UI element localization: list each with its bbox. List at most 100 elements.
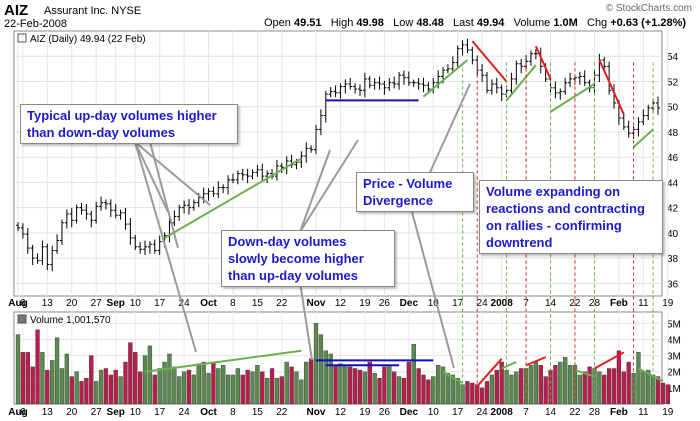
volume-bar bbox=[558, 361, 563, 405]
volume-x-label: 27 bbox=[91, 407, 103, 418]
price-bar bbox=[519, 59, 524, 74]
volume-bar bbox=[230, 374, 236, 405]
price-bar bbox=[533, 49, 538, 60]
volume-bar bbox=[40, 352, 45, 405]
price-x-label: 11 bbox=[638, 298, 649, 309]
price-bar bbox=[397, 72, 402, 90]
volume-bar bbox=[128, 342, 133, 405]
volume-x-label: 7 bbox=[523, 407, 529, 418]
price-bar bbox=[626, 120, 631, 138]
price-tick-label: 54 bbox=[667, 52, 679, 63]
volume-tick-label: 5M bbox=[667, 319, 681, 330]
volume-bar bbox=[587, 366, 592, 405]
price-bar bbox=[450, 56, 455, 74]
volume-bar bbox=[304, 361, 309, 405]
volume-bar bbox=[338, 363, 343, 405]
price-bar bbox=[245, 168, 250, 184]
volume-bar bbox=[50, 360, 55, 405]
price-bar bbox=[50, 245, 55, 272]
volume-bar bbox=[216, 368, 221, 405]
high-value: 49.98 bbox=[356, 17, 384, 29]
price-bar bbox=[108, 199, 113, 218]
volume-bar bbox=[597, 371, 602, 405]
volume-x-label: 17 bbox=[154, 407, 166, 418]
price-x-label: 10 bbox=[428, 298, 440, 309]
price-bar bbox=[103, 199, 108, 210]
volume-bar bbox=[186, 369, 192, 405]
price-bar bbox=[656, 96, 660, 115]
volume-bar bbox=[147, 345, 153, 405]
price-bar bbox=[421, 77, 426, 93]
price-bar bbox=[636, 117, 641, 137]
price-x-label: Oct bbox=[200, 298, 217, 309]
price-bar bbox=[563, 78, 568, 95]
price-tick-label: 36 bbox=[667, 279, 679, 290]
price-x-label: 26 bbox=[379, 298, 391, 309]
price-tick-label: 52 bbox=[667, 77, 679, 88]
volume-bar bbox=[142, 355, 148, 405]
volume-bar bbox=[157, 368, 162, 405]
price-bar bbox=[499, 84, 504, 102]
volume-x-label: Nov bbox=[307, 407, 326, 418]
volume-bar bbox=[611, 368, 617, 405]
volume-bar bbox=[308, 358, 314, 405]
volume-bar bbox=[15, 334, 21, 405]
price-bar bbox=[235, 170, 240, 185]
price-bar bbox=[577, 71, 582, 85]
price-bar bbox=[157, 235, 162, 255]
volume-bar bbox=[602, 374, 607, 405]
volume-bar bbox=[328, 353, 333, 405]
chg-label: Chg bbox=[587, 17, 608, 29]
price-bar bbox=[514, 60, 519, 85]
volume-x-label: 24 bbox=[179, 407, 191, 418]
volume-bar bbox=[94, 381, 99, 405]
high-label: High bbox=[330, 17, 354, 29]
volume-x-label: Oct bbox=[200, 407, 217, 418]
volume-bar bbox=[646, 369, 651, 405]
price-bar bbox=[123, 208, 128, 230]
volume-x-label: 20 bbox=[66, 407, 78, 418]
price-x-label: 17 bbox=[154, 298, 166, 309]
volume-x-label: 10 bbox=[130, 407, 142, 418]
volume-bar bbox=[118, 376, 123, 405]
volume-bar bbox=[411, 344, 416, 405]
callout-pointer bbox=[299, 281, 313, 361]
volume-bar bbox=[103, 368, 109, 405]
price-bar bbox=[172, 210, 177, 226]
price-bar bbox=[35, 253, 40, 264]
price-x-label: Dec bbox=[400, 298, 419, 309]
price-bar bbox=[494, 77, 499, 94]
volume-x-label: 28 bbox=[589, 407, 601, 418]
volume-bar bbox=[284, 361, 289, 405]
volume-x-label: 14 bbox=[545, 407, 557, 418]
callout-pointer bbox=[134, 141, 197, 353]
price-bar bbox=[367, 75, 372, 89]
volume-bar bbox=[323, 350, 328, 405]
volume-trend-line bbox=[637, 367, 664, 383]
volume-bar bbox=[470, 382, 475, 405]
price-x-label: 12 bbox=[335, 298, 347, 309]
volume-bar bbox=[294, 371, 299, 405]
reaction-line bbox=[534, 45, 552, 80]
price-bar bbox=[348, 77, 353, 90]
price-x-label: 20 bbox=[66, 298, 78, 309]
last-label: Last bbox=[453, 17, 474, 29]
price-bar bbox=[128, 217, 133, 245]
volume-x-label: 15 bbox=[252, 407, 264, 418]
price-bar bbox=[426, 82, 431, 93]
volume-bar bbox=[211, 361, 216, 405]
volume-legend-swatch bbox=[17, 314, 27, 324]
price-bar bbox=[177, 204, 182, 221]
rally-trend-line bbox=[632, 128, 654, 148]
volume-tick-label: 4M bbox=[667, 335, 681, 346]
price-tick-label: 40 bbox=[667, 229, 679, 240]
volume-bar bbox=[177, 376, 182, 405]
volume-bar bbox=[152, 374, 157, 405]
exchange-name: NYSE bbox=[111, 5, 142, 17]
volume-bar bbox=[445, 373, 451, 405]
volume-bar bbox=[167, 353, 172, 405]
volume-x-label: 22 bbox=[569, 407, 581, 418]
rally-trend-line bbox=[422, 59, 469, 98]
price-x-label: 22 bbox=[276, 298, 288, 309]
volume-bar bbox=[455, 377, 460, 405]
